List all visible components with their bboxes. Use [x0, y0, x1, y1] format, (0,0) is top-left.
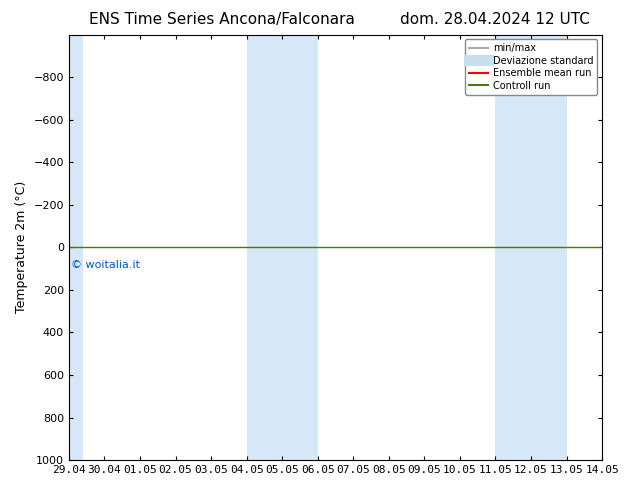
Text: ENS Time Series Ancona/Falconara: ENS Time Series Ancona/Falconara [89, 12, 355, 27]
Bar [496, 35, 567, 460]
Legend: min/max, Deviazione standard, Ensemble mean run, Controll run: min/max, Deviazione standard, Ensemble m… [465, 40, 597, 95]
Bar [247, 35, 318, 460]
Bar [69, 35, 83, 460]
Y-axis label: Temperature 2m (°C): Temperature 2m (°C) [15, 181, 28, 314]
Text: dom. 28.04.2024 12 UTC: dom. 28.04.2024 12 UTC [399, 12, 590, 27]
Text: © woitalia.it: © woitalia.it [71, 260, 139, 270]
